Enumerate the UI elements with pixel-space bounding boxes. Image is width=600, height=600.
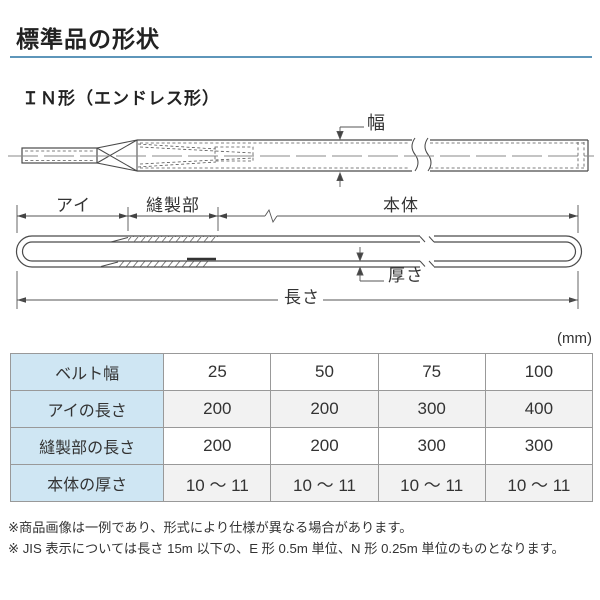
footnotes: ※商品画像は一例であり、形式により仕様が異なる場合があります。 ※ JIS 表示… (8, 517, 598, 559)
sling-top-view-diagram (8, 126, 594, 187)
cell-value: 100 (484, 353, 594, 391)
label-patch (214, 146, 254, 162)
product-type-heading: ＩＮ形（エンドレス形） (22, 89, 220, 108)
row-header-body-thickness: 本体の厚さ (9, 464, 165, 502)
cell-value: 200 (163, 390, 272, 428)
cell-value: 200 (163, 427, 272, 465)
cell-value: 200 (270, 427, 379, 465)
width-label: 幅 (367, 113, 386, 133)
eye-label: アイ (56, 196, 92, 215)
stitch-lines (25, 142, 585, 169)
footnote-2: ※ JIS 表示については長さ 15m 以下の、E 形 0.5m 単位、N 形 … (8, 541, 565, 556)
belt-end-taper (100, 237, 129, 267)
belt-outline (21, 137, 589, 172)
cell-value: 10 ～ 11 (163, 464, 272, 502)
break-symbol (424, 137, 432, 172)
row-header-belt-width: ベルト幅 (9, 353, 165, 391)
cell-value: 400 (484, 390, 594, 428)
cell-value: 300 (377, 390, 486, 428)
sewn-hatch-top (128, 236, 218, 242)
sling-side-view-diagram (15, 205, 583, 309)
break-symbol (419, 236, 435, 267)
cell-value: 25 (163, 353, 272, 391)
cell-value: 10 ～ 11 (270, 464, 379, 502)
sewn-hatch-bottom (118, 261, 210, 267)
row-header-sewn-length: 縫製部の長さ (9, 427, 165, 465)
table-row: 本体の厚さ 10 ～ 11 10 ～ 11 10 ～ 11 10 ～ 11 (9, 464, 594, 502)
sewn-section-label: 縫製部 (146, 196, 200, 215)
cell-value: 10 ～ 11 (377, 464, 486, 502)
table-row: ベルト幅 25 50 75 100 (9, 353, 594, 391)
footnote-1: ※商品画像は一例であり、形式により仕様が異なる場合があります。 (8, 520, 413, 535)
length-label: 長さ (284, 288, 320, 307)
body-label: 本体 (383, 196, 419, 215)
top-dimension-line (17, 208, 578, 224)
thickness-dimension (356, 247, 384, 282)
extension-lines (16, 205, 579, 309)
cell-value: 10 ～ 11 (484, 464, 594, 502)
table-row: アイの長さ 200 200 300 400 (9, 390, 594, 428)
unit-label: (mm) (557, 330, 592, 347)
cell-value: 300 (377, 427, 486, 465)
cell-value: 300 (484, 427, 594, 465)
table-row: 縫製部の長さ 200 200 300 300 (9, 427, 594, 465)
cell-value: 200 (270, 390, 379, 428)
spec-table: ベルト幅 25 50 75 100 アイの長さ 200 200 300 400 … (9, 353, 594, 502)
thickness-label: 厚さ (388, 266, 424, 285)
cell-value: 75 (377, 353, 486, 391)
row-header-eye-length: アイの長さ (9, 390, 165, 428)
break-symbol (411, 137, 419, 172)
width-dimension (336, 126, 364, 187)
page-title: 標準品の形状 (16, 26, 160, 52)
loop-outline (15, 235, 583, 268)
cell-value: 50 (270, 353, 379, 391)
title-underline (10, 56, 592, 58)
